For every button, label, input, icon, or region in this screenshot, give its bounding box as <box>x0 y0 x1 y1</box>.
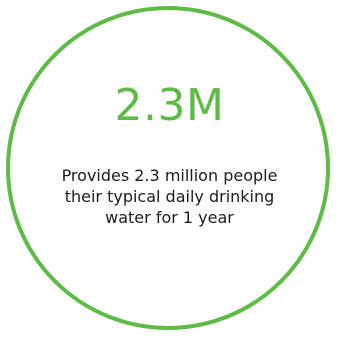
stat-circle <box>6 6 330 330</box>
stat-description: Provides 2.3 million people their typica… <box>61 166 278 227</box>
stat-value: 2.3M <box>114 80 225 131</box>
